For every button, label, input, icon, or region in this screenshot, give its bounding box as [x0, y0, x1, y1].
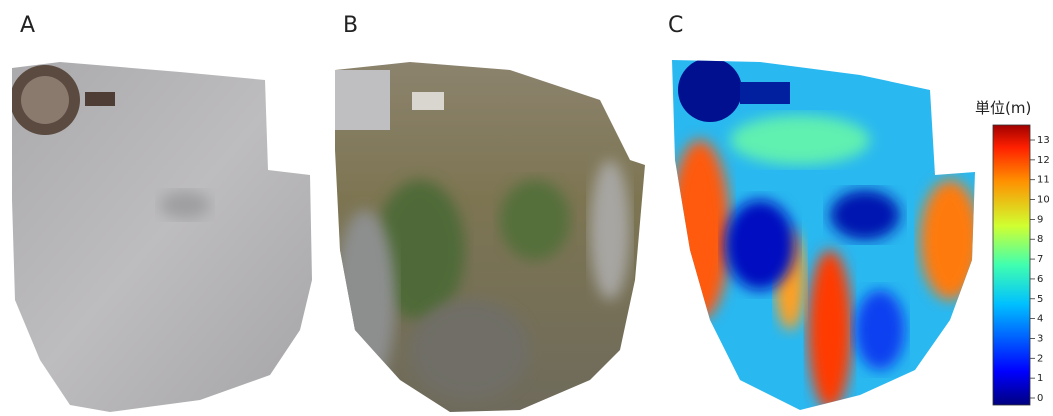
colorbar-tick-label: 13 — [1037, 135, 1050, 146]
colorbar-tick-label: 1 — [1037, 373, 1043, 384]
colorbar-title: 単位(m) — [975, 99, 1031, 117]
image-a — [0, 50, 320, 416]
colorbar-tick-label: 2 — [1037, 353, 1043, 364]
colorbar-tick-label: 9 — [1037, 214, 1043, 225]
colorbar-tick-label: 8 — [1037, 234, 1043, 245]
colorbar-tick-label: 5 — [1037, 294, 1043, 305]
panel-label: B — [343, 13, 358, 38]
colorbar-tick-label: 12 — [1037, 155, 1050, 166]
colorbar-tick-label: 6 — [1037, 274, 1043, 285]
colorbar-tick-label: 11 — [1037, 175, 1050, 186]
colorbar — [993, 125, 1030, 405]
image-b — [320, 50, 660, 416]
colorbar-tick-label: 0 — [1037, 393, 1043, 404]
panel-label: A — [20, 13, 35, 38]
colorbar-tick-label: 10 — [1037, 195, 1050, 206]
figure: A B C 単位(m) 012345678910111213 — [0, 0, 1053, 416]
colorbar-tick-label: 3 — [1037, 333, 1043, 344]
colorbar-tick-label: 4 — [1037, 314, 1043, 325]
image-c — [660, 50, 990, 416]
colorbar-tick-label: 7 — [1037, 254, 1043, 265]
panel-label: C — [668, 13, 683, 38]
